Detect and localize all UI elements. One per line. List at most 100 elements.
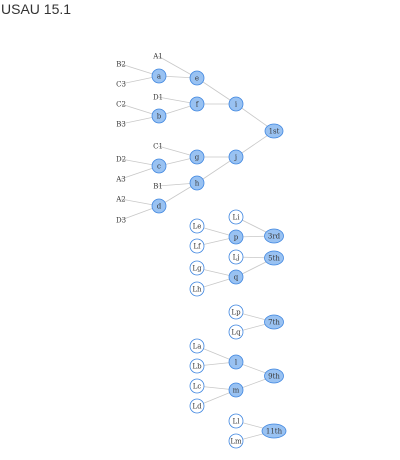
node-label-h: h bbox=[195, 180, 200, 188]
node-label-1st: 1st bbox=[269, 128, 280, 136]
node-label-Le: Le bbox=[193, 223, 202, 231]
node-circle-j bbox=[228, 149, 244, 165]
node-d: d bbox=[151, 198, 167, 214]
node-label-D1: D1 bbox=[153, 94, 163, 102]
node-Ll: Ll bbox=[228, 413, 244, 429]
node-La: La bbox=[189, 338, 205, 354]
node-Li: Li bbox=[228, 209, 244, 225]
node-circle-g bbox=[189, 149, 205, 165]
nodes-layer: A1 B2 C3 D1 C2 B3 C1 D2 A3 B1 A2 D3 a b c d e f g h i j 1st Le L… bbox=[115, 53, 287, 449]
node-label-C2: C2 bbox=[116, 101, 126, 109]
node-circle-Li bbox=[228, 209, 244, 225]
node-1st: 1st bbox=[264, 123, 284, 139]
node-circle-a bbox=[151, 68, 167, 84]
node-label-D3: D3 bbox=[116, 217, 126, 225]
node-h: h bbox=[189, 175, 205, 191]
node-9th: 9th bbox=[264, 368, 284, 384]
node-label-Ld: Ld bbox=[192, 403, 202, 411]
node-A2: A2 bbox=[115, 196, 126, 204]
node-Le: Le bbox=[189, 218, 205, 234]
node-label-Lp: Lp bbox=[231, 309, 241, 317]
node-label-A2: A2 bbox=[115, 196, 126, 204]
node-c: c bbox=[151, 158, 167, 174]
node-Lc: Lc bbox=[189, 378, 205, 394]
node-circle-p bbox=[228, 229, 244, 245]
edge-A1-e bbox=[157, 55, 198, 79]
node-label-f: f bbox=[196, 101, 200, 109]
node-Lf: Lf bbox=[189, 238, 205, 254]
node-label-C1: C1 bbox=[153, 143, 163, 151]
node-label-Lf: Lf bbox=[193, 243, 202, 251]
node-circle-Lp bbox=[228, 304, 244, 320]
node-Lp: Lp bbox=[228, 304, 244, 320]
node-circle-Lm bbox=[228, 433, 244, 449]
node-D3: D3 bbox=[116, 217, 126, 225]
node-label-Lg: Lg bbox=[192, 265, 202, 273]
node-circle-3rd bbox=[264, 228, 284, 244]
node-Lg: Lg bbox=[189, 260, 205, 276]
node-circle-e bbox=[189, 70, 205, 86]
node-circle-11th bbox=[261, 423, 287, 439]
node-label-B3: B3 bbox=[116, 121, 126, 129]
node-label-3rd: 3rd bbox=[268, 233, 281, 241]
node-label-a: a bbox=[157, 73, 161, 81]
node-circle-Le bbox=[189, 218, 205, 234]
edge-d-h bbox=[158, 182, 198, 207]
node-label-7th: 7th bbox=[268, 319, 280, 327]
node-C2: C2 bbox=[116, 101, 126, 109]
node-a: a bbox=[151, 68, 167, 84]
node-A3: A3 bbox=[115, 176, 126, 184]
node-label-m: m bbox=[233, 387, 240, 395]
node-circle-Lc bbox=[189, 378, 205, 394]
node-circle-Lj bbox=[228, 249, 244, 265]
node-circle-f bbox=[189, 96, 205, 112]
node-circle-Ld bbox=[189, 398, 205, 414]
node-label-La: La bbox=[193, 343, 202, 351]
node-label-Li: Li bbox=[233, 214, 241, 222]
node-label-C3: C3 bbox=[116, 81, 126, 89]
node-circle-Ll bbox=[228, 413, 244, 429]
node-label-B2: B2 bbox=[116, 61, 126, 69]
node-Ld: Ld bbox=[189, 398, 205, 414]
node-D2: D2 bbox=[116, 156, 126, 164]
node-label-i: i bbox=[235, 101, 238, 109]
node-B1: B1 bbox=[153, 183, 163, 191]
node-Lm: Lm bbox=[228, 433, 244, 449]
node-C1: C1 bbox=[153, 143, 163, 151]
node-circle-d bbox=[151, 198, 167, 214]
node-B3: B3 bbox=[116, 121, 126, 129]
node-label-g: g bbox=[195, 154, 200, 162]
node-b: b bbox=[151, 108, 167, 124]
node-m: m bbox=[228, 382, 244, 398]
node-C3: C3 bbox=[116, 81, 126, 89]
node-circle-7th bbox=[264, 314, 284, 330]
node-D1: D1 bbox=[153, 94, 163, 102]
node-label-Lh: Lh bbox=[192, 286, 202, 294]
node-label-5th: 5th bbox=[268, 255, 280, 263]
node-Lq: Lq bbox=[228, 324, 244, 340]
node-label-p: p bbox=[234, 234, 239, 242]
node-label-e: e bbox=[195, 75, 199, 83]
node-7th: 7th bbox=[264, 314, 284, 330]
node-circle-Lf bbox=[189, 238, 205, 254]
node-Lj: Lj bbox=[228, 249, 244, 265]
edge-e-i bbox=[196, 77, 237, 105]
node-circle-i bbox=[228, 96, 244, 112]
node-circle-h bbox=[189, 175, 205, 191]
node-j: j bbox=[228, 149, 244, 165]
node-circle-Lb bbox=[189, 358, 205, 374]
node-circle-l bbox=[228, 354, 244, 370]
node-circle-b bbox=[151, 108, 167, 124]
node-label-Lb: Lb bbox=[192, 363, 202, 371]
node-5th: 5th bbox=[264, 250, 284, 266]
node-label-q: q bbox=[234, 274, 239, 282]
node-circle-Lh bbox=[189, 281, 205, 297]
node-Lh: Lh bbox=[189, 281, 205, 297]
node-circle-m bbox=[228, 382, 244, 398]
node-circle-5th bbox=[264, 250, 284, 266]
node-label-l: l bbox=[235, 359, 238, 367]
node-circle-La bbox=[189, 338, 205, 354]
node-circle-9th bbox=[264, 368, 284, 384]
node-3rd: 3rd bbox=[264, 228, 284, 244]
